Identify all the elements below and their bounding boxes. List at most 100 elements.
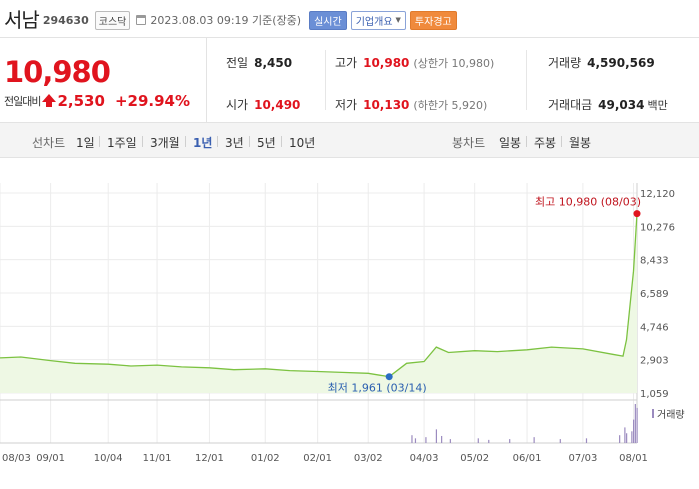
stat-value: 10,980 — [363, 56, 410, 70]
volume-bar — [488, 439, 490, 443]
price-line — [0, 213, 638, 378]
stats-divider — [325, 50, 326, 110]
change-amount: 2,530 — [57, 92, 105, 110]
x-tick-label: 11/01 — [143, 453, 172, 464]
stat-low: 저가 10,130 (하한가 5,920) — [335, 96, 487, 113]
x-tick-label: 03/02 — [354, 453, 383, 464]
tab-candle-daily[interactable]: 일봉 — [499, 136, 522, 150]
tab-candle-monthly[interactable]: 월봉 — [569, 136, 592, 150]
stat-value: 10,490 — [254, 98, 301, 112]
tab-separator — [281, 136, 282, 147]
volume-bar — [631, 431, 633, 443]
stat-label: 거래대금 — [548, 98, 593, 112]
stat-label: 전일 — [226, 56, 249, 70]
tab-separator — [249, 136, 250, 147]
y-axis-labels: 12,120 10,276 8,433 6,589 4,746 2,903 1,059 — [640, 189, 675, 400]
tab-period-10y[interactable]: 10년 — [289, 136, 316, 150]
x-tick-label: 10/04 — [94, 453, 123, 464]
stat-high: 고가 10,980 (상한가 10,980) — [335, 54, 494, 71]
tab-separator — [185, 136, 186, 147]
change-label: 전일대비 — [4, 95, 41, 108]
tab-separator — [561, 136, 562, 147]
volume-bar — [559, 439, 561, 443]
stock-stats: 전일 8,450 시가 10,490 고가 10,980 (상한가 10,980… — [208, 38, 699, 122]
price-chart-svg: 12,120 10,276 8,433 6,589 4,746 2,903 1,059 최고… — [0, 183, 685, 464]
stat-label: 저가 — [335, 98, 358, 112]
quote-datetime: 2023.08.03 09:19 기준(장중) — [150, 14, 302, 27]
volume-bar — [533, 437, 535, 443]
chevron-down-icon: ▼ — [395, 16, 401, 24]
calendar-icon — [136, 15, 147, 25]
tab-period-1w[interactable]: 1주일 — [107, 136, 137, 150]
low-annotation: 최저 1,961 (03/14) — [328, 382, 427, 395]
tab-candle-weekly[interactable]: 주봉 — [534, 136, 557, 150]
volume-legend-swatch — [652, 409, 654, 418]
volume-bar — [624, 427, 626, 443]
upper-limit: (상한가 10,980) — [413, 57, 495, 70]
y-tick-label: 1,059 — [640, 389, 669, 400]
stat-prev-close: 전일 8,450 — [226, 54, 292, 71]
volume-bar — [477, 438, 479, 443]
x-tick-label: 01/02 — [251, 453, 280, 464]
volume-bar — [636, 407, 638, 443]
company-overview-button[interactable]: 기업개요 ▼ — [350, 10, 406, 30]
x-tick-label: 09/01 — [36, 453, 65, 464]
stock-code: 294630 — [42, 14, 89, 27]
tab-period-5y[interactable]: 5년 — [257, 136, 276, 150]
x-tick-label: 12/01 — [195, 453, 224, 464]
lower-limit: (하한가 5,920) — [413, 99, 488, 112]
high-annotation: 최고 10,980 (08/03) — [535, 196, 641, 209]
x-tick-label: 08/03 — [2, 453, 31, 464]
up-arrow-icon — [42, 94, 57, 107]
volume-bar — [509, 439, 511, 443]
stat-open: 시가 10,490 — [226, 96, 300, 113]
price-area-fill — [0, 213, 637, 393]
chart-period-tabs: 선차트 1일 1주일 3개월 1년 3년 5년 10년 봉차트 일봉 주봉 월봉 — [0, 122, 699, 158]
x-tick-label: 08/01 — [619, 453, 648, 464]
x-tick-label: 06/01 — [513, 453, 542, 464]
volume-bar — [435, 429, 438, 443]
realtime-button[interactable]: 실시간 — [309, 10, 347, 30]
tab-period-1y[interactable]: 1년 — [193, 136, 213, 150]
stats-divider — [526, 50, 527, 110]
volume-bar — [633, 419, 635, 443]
stat-label: 거래량 — [548, 56, 582, 70]
stat-volume: 거래량 4,590,569 — [548, 54, 655, 71]
volume-bar — [626, 433, 628, 443]
stat-value: 4,590,569 — [587, 56, 655, 70]
volume-bar — [619, 435, 621, 443]
price-summary: 10,980 전일대비 2,530 +29.94% — [0, 38, 207, 122]
tab-period-3y[interactable]: 3년 — [225, 136, 244, 150]
x-tick-label: 07/03 — [568, 453, 597, 464]
volume-bars — [411, 404, 638, 443]
line-chart-label[interactable]: 선차트 — [32, 136, 66, 150]
y-tick-label: 10,276 — [640, 222, 675, 233]
x-tick-label: 05/02 — [460, 453, 489, 464]
volume-bar — [449, 439, 451, 443]
x-axis-labels: 08/03 09/01 10/04 11/01 12/01 01/02 02/01 03/02… — [2, 453, 648, 464]
tab-separator — [217, 136, 218, 147]
current-price: 10,980 — [4, 55, 111, 89]
stat-amount: 거래대금 49,034 백만 — [548, 96, 668, 113]
stock-header: 서남 294630 코스닥 2023.08.03 09:19 기준(장중) 실시… — [0, 0, 699, 38]
volume-bar — [411, 435, 413, 443]
stat-value: 49,034 — [598, 98, 645, 112]
chart-grid — [0, 183, 638, 444]
stat-unit: 백만 — [647, 99, 668, 112]
stock-name: 서남 — [4, 8, 40, 32]
volume-bar — [585, 438, 588, 443]
tab-separator — [142, 136, 143, 147]
candle-chart-label[interactable]: 봉차트 — [452, 136, 486, 150]
investment-warning-badge[interactable]: 투자경고 — [409, 10, 457, 30]
market-badge: 코스닥 — [94, 10, 131, 30]
price-chart: 12,120 10,276 8,433 6,589 4,746 2,903 1,059 최고… — [0, 158, 699, 485]
tab-period-3m[interactable]: 3개월 — [150, 136, 180, 150]
tab-separator — [526, 136, 527, 147]
y-tick-label: 8,433 — [640, 256, 669, 267]
stat-label: 고가 — [335, 56, 358, 70]
high-point-marker — [633, 210, 641, 218]
stat-value: 8,450 — [254, 56, 293, 70]
tab-period-1d[interactable]: 1일 — [76, 136, 95, 150]
y-tick-label: 4,746 — [640, 322, 669, 333]
y-tick-label: 12,120 — [640, 189, 675, 200]
